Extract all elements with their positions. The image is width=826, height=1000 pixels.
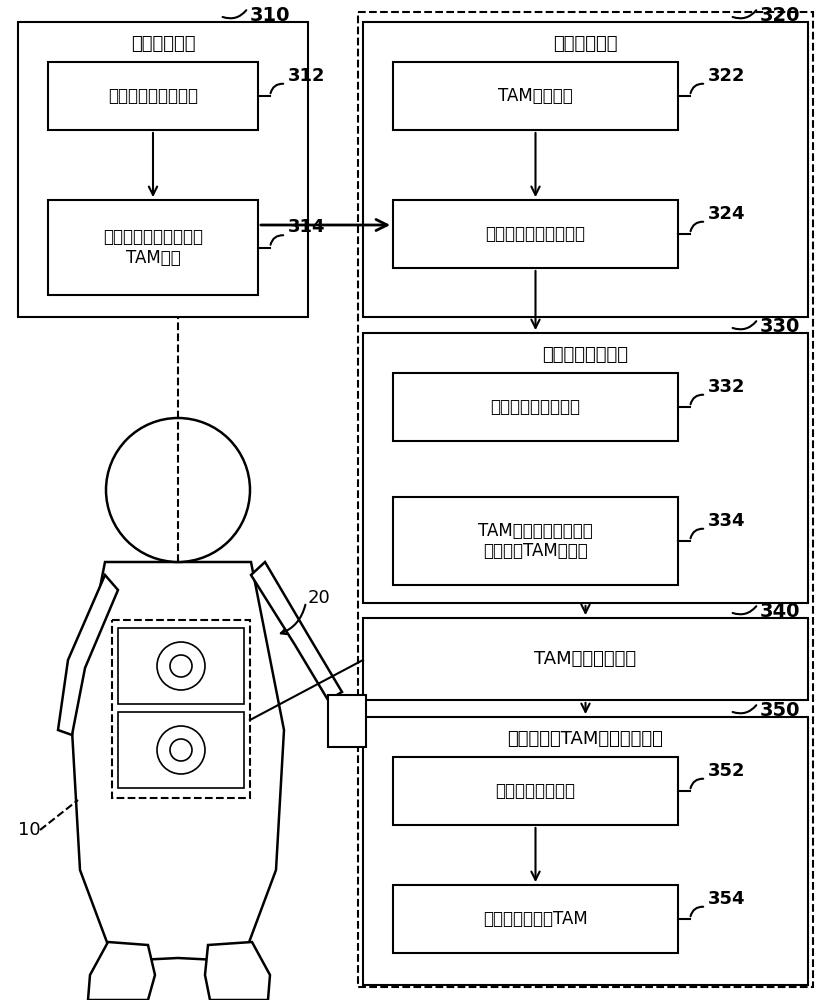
Circle shape bbox=[170, 739, 192, 761]
Polygon shape bbox=[251, 562, 342, 700]
FancyBboxPatch shape bbox=[393, 757, 678, 825]
FancyBboxPatch shape bbox=[393, 373, 678, 441]
FancyBboxPatch shape bbox=[393, 62, 678, 130]
Polygon shape bbox=[72, 562, 284, 960]
Text: 350: 350 bbox=[760, 701, 800, 720]
FancyBboxPatch shape bbox=[393, 200, 678, 268]
FancyBboxPatch shape bbox=[363, 22, 808, 317]
Polygon shape bbox=[58, 575, 118, 735]
Text: 320: 320 bbox=[760, 6, 800, 25]
Text: 个人最佳化TAM反馈调整程序: 个人最佳化TAM反馈调整程序 bbox=[507, 730, 663, 748]
FancyBboxPatch shape bbox=[363, 717, 808, 985]
Circle shape bbox=[157, 642, 205, 690]
Text: 324: 324 bbox=[708, 205, 746, 223]
FancyBboxPatch shape bbox=[112, 620, 250, 798]
Circle shape bbox=[106, 418, 250, 562]
Text: TAM属性比对程序: TAM属性比对程序 bbox=[534, 650, 637, 668]
Polygon shape bbox=[88, 942, 155, 1000]
Text: 使用者进行呼吸运动: 使用者进行呼吸运动 bbox=[108, 87, 198, 105]
Text: 量测以及获取使用者的
TAM信号: 量测以及获取使用者的 TAM信号 bbox=[103, 228, 203, 267]
Circle shape bbox=[170, 655, 192, 677]
FancyBboxPatch shape bbox=[393, 497, 678, 585]
Text: 数据获取程序: 数据获取程序 bbox=[131, 35, 195, 53]
FancyBboxPatch shape bbox=[48, 200, 258, 295]
Text: 指引使用者调整TAM: 指引使用者调整TAM bbox=[483, 910, 588, 928]
FancyBboxPatch shape bbox=[118, 628, 244, 704]
Text: 340: 340 bbox=[760, 602, 800, 621]
Text: 314: 314 bbox=[288, 219, 325, 236]
Text: 取得腹部肌群收缩度: 取得腹部肌群收缩度 bbox=[491, 398, 581, 416]
FancyBboxPatch shape bbox=[393, 885, 678, 953]
Text: 10: 10 bbox=[18, 821, 40, 839]
FancyBboxPatch shape bbox=[118, 712, 244, 788]
Text: 354: 354 bbox=[708, 890, 746, 908]
FancyBboxPatch shape bbox=[328, 695, 366, 747]
Text: 332: 332 bbox=[708, 378, 746, 396]
Text: TAM信号解构: TAM信号解构 bbox=[498, 87, 573, 105]
Text: 334: 334 bbox=[708, 512, 746, 530]
Circle shape bbox=[157, 726, 205, 774]
Text: 数据处理程序: 数据处理程序 bbox=[553, 35, 618, 53]
FancyBboxPatch shape bbox=[18, 22, 308, 317]
FancyBboxPatch shape bbox=[48, 62, 258, 130]
FancyBboxPatch shape bbox=[363, 333, 808, 603]
Text: 取得呼吸运动的主成份: 取得呼吸运动的主成份 bbox=[486, 225, 586, 243]
Text: 评估指标计算程序: 评估指标计算程序 bbox=[543, 346, 629, 364]
Polygon shape bbox=[205, 942, 270, 1000]
Text: 322: 322 bbox=[708, 67, 746, 85]
Text: 选择目标环境模式: 选择目标环境模式 bbox=[496, 782, 576, 800]
Text: 352: 352 bbox=[708, 762, 746, 780]
Text: TAM的瞬时协调度以及
自主调控TAM的能力: TAM的瞬时协调度以及 自主调控TAM的能力 bbox=[478, 522, 593, 560]
Text: 20: 20 bbox=[308, 589, 330, 607]
Text: 312: 312 bbox=[288, 67, 325, 85]
FancyBboxPatch shape bbox=[363, 618, 808, 700]
Text: 310: 310 bbox=[250, 6, 291, 25]
Text: 330: 330 bbox=[760, 317, 800, 336]
